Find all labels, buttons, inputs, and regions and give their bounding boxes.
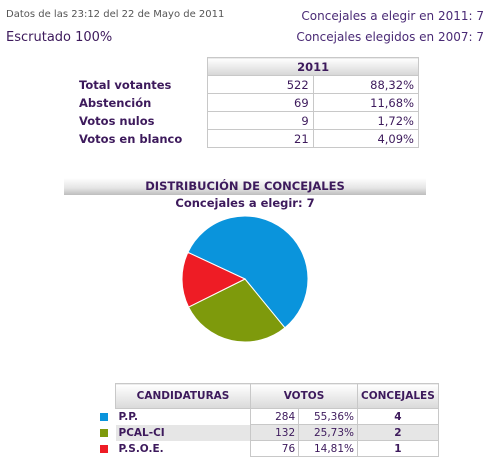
concejales-elegir-2011: Concejales a elegir en 2011: 7	[301, 9, 484, 23]
votos-row: Votos nulos 9 1,72%	[75, 111, 420, 130]
party-color-swatch	[100, 444, 108, 453]
distribucion-subtitle: Concejales a elegir: 7	[175, 196, 315, 210]
party-votos: 284	[249, 408, 300, 425]
distribucion-title: DISTRIBUCIÓN DE CONCEJALES	[64, 178, 426, 195]
votos-row-value: 9	[207, 111, 314, 130]
party-pct: 14,81%	[298, 440, 358, 457]
party-votos: 132	[249, 424, 300, 441]
votos-summary-table: 2011 Total votantes 522 88,32% Abstenció…	[75, 57, 420, 148]
candidaturas-header-row: CANDIDATURAS VOTOS CONCEJALES	[97, 383, 439, 409]
votos-row: Total votantes 522 88,32%	[75, 75, 420, 94]
party-concejales: 2	[357, 424, 439, 441]
party-pct: 25,73%	[298, 424, 358, 441]
party-votos: 76	[249, 440, 300, 457]
votos-row-label: Votos en blanco	[79, 131, 183, 146]
candidatura-row: PCAL-CI 132 25,73% 2	[97, 424, 439, 441]
votos-row-pct: 11,68%	[312, 93, 420, 112]
concejales-header: CONCEJALES	[357, 383, 439, 409]
pie-slice-p-s-o-e	[181, 251, 247, 308]
party-name: P.P.	[118, 410, 139, 423]
party-color-swatch	[100, 412, 108, 421]
votos-row: Abstención 69 11,68%	[75, 93, 420, 112]
candidaturas-table: CANDIDATURAS VOTOS CONCEJALES P.P. 284 5…	[97, 383, 439, 457]
votos-row-value: 522	[207, 75, 314, 94]
year-header: 2011	[207, 57, 419, 76]
party-concejales: 4	[357, 408, 439, 425]
candidatura-row: P.S.O.E. 76 14,81% 1	[97, 440, 439, 457]
votos-row-label: Abstención	[79, 95, 152, 110]
party-name: P.S.O.E.	[118, 442, 164, 455]
concejales-elegidos-2007: Concejales elegidos en 2007: 7	[296, 30, 484, 44]
votos-row-pct: 1,72%	[312, 111, 420, 130]
escrutado-status: Escrutado 100%	[6, 30, 113, 45]
candidatura-row: P.P. 284 55,36% 4	[97, 408, 439, 425]
votos-row-pct: 4,09%	[312, 129, 420, 148]
votos-row-value: 69	[207, 93, 314, 112]
votos-row-label: Total votantes	[79, 77, 172, 92]
votos-row: Votos en blanco 21 4,09%	[75, 129, 420, 148]
pie-slice-pcal-ci	[187, 278, 286, 343]
party-name: PCAL-CI	[115, 424, 251, 441]
votos-header-row: 2011	[75, 57, 419, 76]
votos-row-value: 21	[207, 129, 314, 148]
votos-row-label: Votos nulos	[79, 113, 155, 128]
candidaturas-header: CANDIDATURAS	[115, 383, 251, 409]
party-concejales: 1	[357, 440, 439, 457]
votos-row-pct: 88,32%	[312, 75, 420, 94]
concejales-pie-chart	[181, 215, 309, 343]
pie-slice-p-p	[187, 215, 309, 329]
party-pct: 55,36%	[298, 408, 358, 425]
datos-timestamp: Datos de las 23:12 del 22 de Mayo de 201…	[6, 9, 225, 20]
party-color-swatch	[100, 428, 108, 437]
votos-header: VOTOS	[250, 383, 358, 409]
